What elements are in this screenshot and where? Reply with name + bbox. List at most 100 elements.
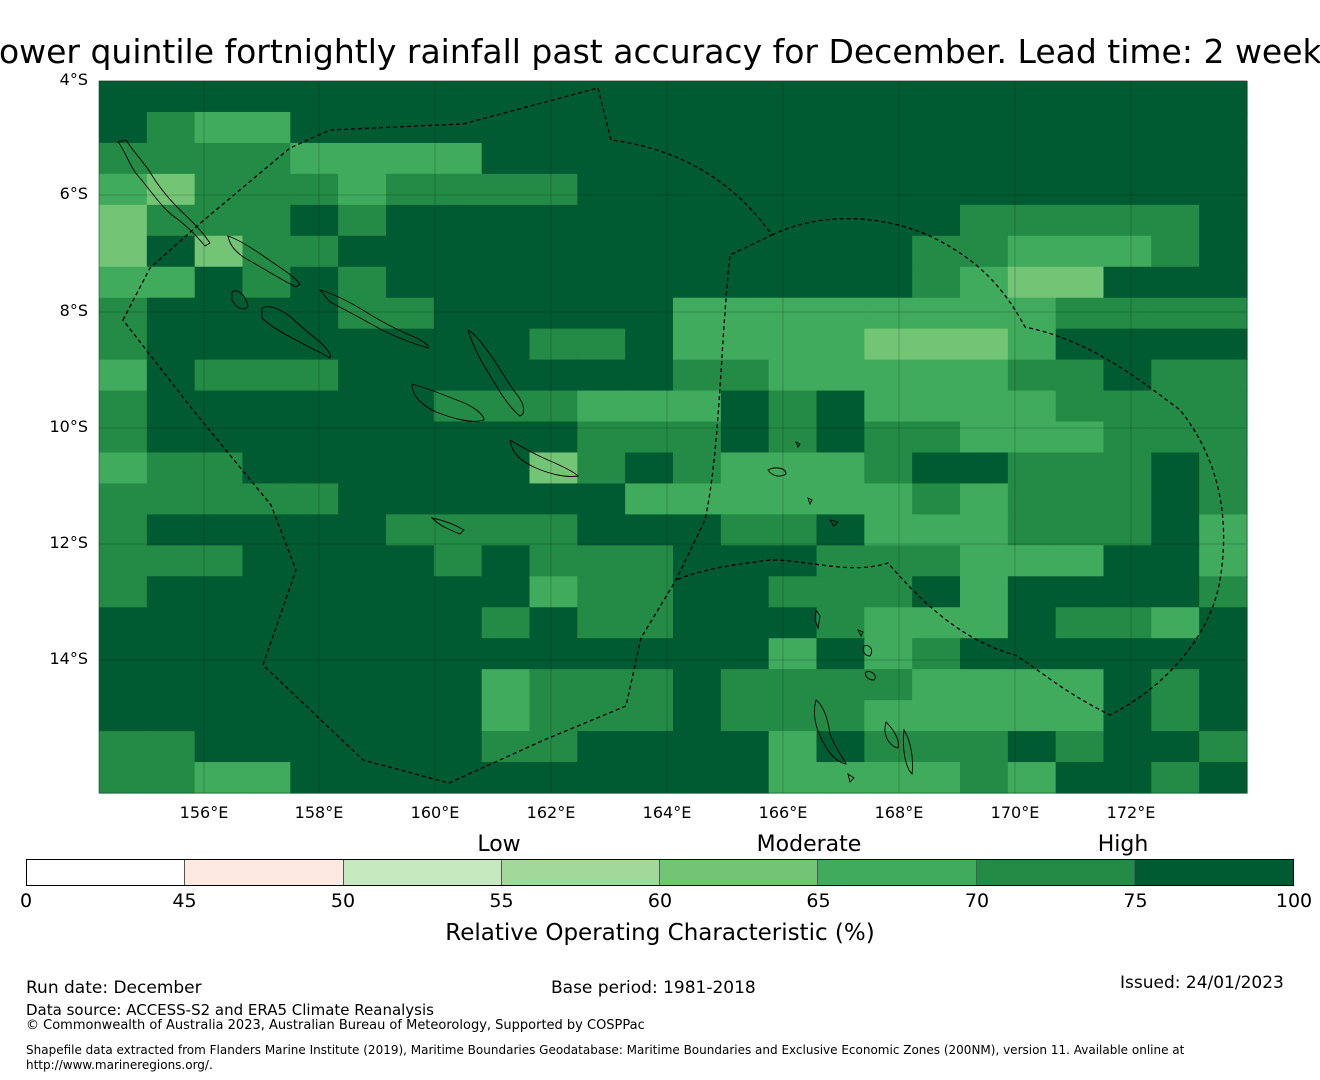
grid-cell: [673, 607, 722, 639]
grid-cell: [242, 421, 291, 454]
colorbar-tick-label: 60: [647, 890, 673, 912]
grid-cell: [1007, 359, 1057, 392]
grid-cell: [433, 669, 483, 701]
grid-cell: [864, 235, 913, 268]
grid-cell: [816, 297, 865, 330]
grid-cell: [960, 111, 1009, 144]
grid-cell: [99, 266, 148, 299]
grid-cell: [768, 235, 818, 268]
grid-cell: [1103, 235, 1152, 268]
grid-cell: [194, 297, 244, 330]
grid-cell: [864, 328, 913, 361]
grid-cell: [386, 328, 435, 361]
grid-cell: [768, 545, 818, 577]
grid-cell: [242, 452, 291, 485]
grid-cell: [290, 390, 339, 423]
latitude-label: 14°S: [49, 649, 88, 668]
grid-cell: [912, 576, 961, 608]
grid-cell: [960, 607, 1009, 639]
grid-cell: [1055, 204, 1105, 237]
grid-cell: [194, 514, 244, 546]
grid-cell: [481, 514, 531, 546]
grid-cell: [816, 669, 865, 701]
issued-date: Issued: 24/01/2023: [1120, 973, 1284, 993]
grid-cell: [290, 483, 339, 515]
grid-cell: [816, 111, 865, 144]
grid-cell: [577, 545, 626, 577]
grid-cell: [720, 638, 770, 670]
grid-cell: [960, 545, 1009, 577]
grid-cell: [529, 607, 578, 639]
grid-cell: [1055, 173, 1105, 206]
grid-cell: [194, 111, 244, 144]
grid-cell: [529, 669, 578, 701]
grid-cell: [386, 545, 435, 577]
grid-cell: [1103, 576, 1152, 608]
grid-cell: [529, 514, 578, 546]
grid-cell: [386, 669, 435, 701]
grid-cell: [99, 545, 148, 577]
grid-cell: [673, 638, 722, 670]
grid-cell: [99, 81, 148, 113]
grid-cell: [673, 700, 722, 732]
grid-cell: [1103, 514, 1152, 546]
grid-cell: [960, 390, 1009, 423]
grid-cell: [1007, 731, 1057, 763]
grid-cell: [242, 111, 291, 144]
grid-cell: [1199, 359, 1248, 392]
longitude-label: 158°E: [294, 803, 344, 822]
grid-cell: [194, 266, 244, 299]
grid-cell: [864, 390, 913, 423]
grid-cell: [99, 452, 148, 485]
grid-cell: [816, 421, 865, 454]
grid-cell: [577, 235, 626, 268]
grid-cell: [146, 762, 196, 794]
grid-cell: [433, 514, 483, 546]
grid-cell: [529, 359, 578, 392]
grid-cell: [960, 142, 1009, 175]
grid-cell: [912, 731, 961, 763]
grid-cell: [194, 669, 244, 701]
grid-cell: [673, 266, 722, 299]
colorbar-tick-label: 45: [172, 890, 197, 912]
grid-cell: [673, 390, 722, 423]
grid-cell: [577, 607, 626, 639]
grid-cell: [481, 328, 531, 361]
grid-cell: [960, 359, 1009, 392]
grid-cell: [481, 297, 531, 330]
grid-cell: [577, 173, 626, 206]
grid-cell: [99, 483, 148, 515]
grid-cell: [99, 328, 148, 361]
grid-cell: [242, 328, 291, 361]
category-high-label: High: [1097, 832, 1149, 857]
grid-cell: [720, 235, 770, 268]
grid-cell: [529, 576, 578, 608]
grid-cell: [625, 638, 674, 670]
grid-cell: [146, 297, 196, 330]
longitude-label: 170°E: [990, 803, 1040, 822]
grid-cell: [673, 204, 722, 237]
grid-cell: [194, 762, 244, 794]
grid-cell: [99, 762, 148, 794]
base-period: Base period: 1981-2018: [551, 978, 756, 998]
grid-cell: [386, 638, 435, 670]
grid-cell: [433, 173, 483, 206]
vanuatu-eez: [675, 217, 1225, 716]
grid-cell: [1151, 173, 1200, 206]
grid-cell: [625, 266, 674, 299]
grid-cell: [1055, 266, 1105, 299]
grid-cell: [625, 297, 674, 330]
grid-cell: [720, 173, 770, 206]
grid-cell: [864, 700, 913, 732]
grid-cell: [864, 731, 913, 763]
grid-cell: [768, 297, 818, 330]
grid-cell: [1007, 669, 1057, 701]
grid-cell: [433, 266, 483, 299]
grid-cell: [338, 638, 387, 670]
grid-cell: [146, 545, 196, 577]
grid-cell: [625, 545, 674, 577]
grid-cell: [481, 142, 531, 175]
grid-cell: [577, 266, 626, 299]
grid-cell: [1103, 762, 1152, 794]
grid-cell: [1007, 762, 1057, 794]
